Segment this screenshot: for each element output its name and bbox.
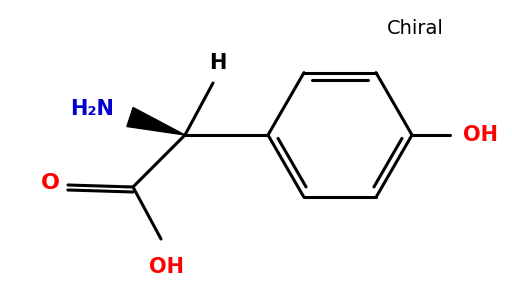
Polygon shape xyxy=(127,108,185,135)
Text: Chiral: Chiral xyxy=(387,18,443,38)
Text: OH: OH xyxy=(148,257,183,277)
Text: O: O xyxy=(40,173,59,193)
Text: H₂N: H₂N xyxy=(70,99,114,119)
Text: H: H xyxy=(209,53,227,73)
Text: OH: OH xyxy=(462,125,498,145)
